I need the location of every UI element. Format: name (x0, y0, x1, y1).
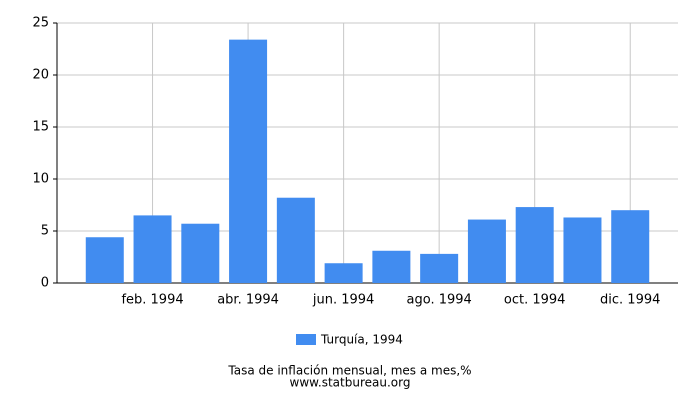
y-tick-label: 5 (41, 224, 49, 239)
bar (420, 253, 459, 283)
bar (324, 263, 363, 283)
y-tick-label: 10 (32, 172, 49, 187)
legend-label: Turquía, 1994 (320, 333, 403, 347)
bar (611, 210, 650, 283)
y-tick-label: 15 (32, 120, 49, 135)
x-tick-label: dic. 1994 (600, 293, 660, 308)
footer-caption: Tasa de inflación mensual, mes a mes,% (227, 364, 471, 378)
x-tick-label: oct. 1994 (504, 293, 566, 308)
bar (85, 237, 124, 283)
bar (515, 207, 554, 283)
bar (276, 197, 315, 283)
bar (181, 223, 220, 283)
bar (372, 250, 411, 283)
y-tick-label: 25 (32, 16, 49, 31)
y-tick-label: 0 (41, 276, 49, 291)
bar (229, 39, 268, 283)
footer-source: www.statbureau.org (290, 376, 411, 390)
y-tick-label: 20 (32, 68, 49, 83)
bar (563, 217, 602, 283)
bar (467, 219, 506, 283)
legend-swatch (296, 334, 316, 345)
x-tick-label: abr. 1994 (217, 293, 279, 308)
x-tick-label: jun. 1994 (312, 293, 374, 308)
x-tick-label: ago. 1994 (407, 293, 472, 308)
bar (133, 215, 172, 283)
x-tick-label: feb. 1994 (121, 293, 183, 308)
